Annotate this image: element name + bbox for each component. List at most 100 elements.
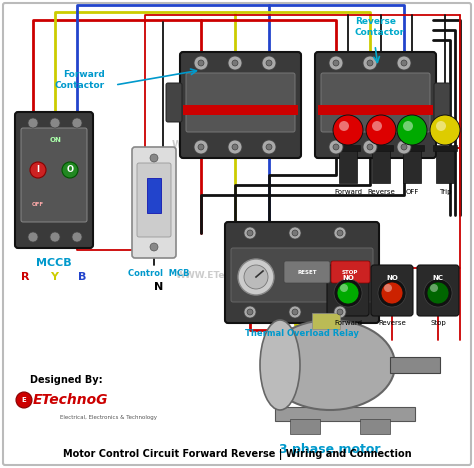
Circle shape — [292, 309, 298, 315]
Circle shape — [289, 306, 301, 318]
Bar — [275, 407, 415, 421]
Text: 3 phase motor: 3 phase motor — [279, 444, 381, 456]
FancyBboxPatch shape — [321, 73, 430, 132]
Text: WWW.ETechnoG.COM: WWW.ETechnoG.COM — [176, 271, 284, 279]
Text: Reverse: Reverse — [367, 189, 395, 195]
Circle shape — [381, 282, 403, 304]
Text: Reverse: Reverse — [378, 320, 406, 326]
Text: Motor Control Circuit Forward Reverse | Wiring and Connection: Motor Control Circuit Forward Reverse | … — [63, 449, 411, 461]
Circle shape — [436, 121, 446, 131]
Text: I: I — [36, 166, 39, 175]
Circle shape — [244, 265, 268, 289]
Circle shape — [247, 230, 253, 236]
Bar — [183, 105, 298, 115]
Circle shape — [30, 162, 46, 178]
Circle shape — [28, 232, 38, 242]
Text: OFF: OFF — [32, 203, 44, 207]
Bar — [339, 148, 357, 183]
Text: Designed By:: Designed By: — [30, 375, 103, 385]
Circle shape — [340, 284, 348, 292]
Text: NO: NO — [386, 275, 398, 281]
FancyBboxPatch shape — [225, 222, 379, 323]
Circle shape — [337, 309, 343, 315]
Text: Reverse
Contactor: Reverse Contactor — [355, 17, 405, 37]
Circle shape — [334, 279, 362, 307]
Circle shape — [329, 56, 343, 70]
Text: Thermal Overload Relay: Thermal Overload Relay — [245, 329, 359, 338]
Circle shape — [363, 140, 377, 154]
Circle shape — [244, 227, 256, 239]
Bar — [336, 145, 360, 151]
Ellipse shape — [260, 320, 300, 410]
Bar — [360, 419, 390, 434]
FancyBboxPatch shape — [231, 248, 373, 302]
Circle shape — [150, 243, 158, 251]
Circle shape — [72, 232, 82, 242]
Text: WWW.ETechnoG.COM: WWW.ETechnoG.COM — [172, 140, 289, 150]
Circle shape — [334, 227, 346, 239]
FancyBboxPatch shape — [186, 73, 295, 132]
FancyBboxPatch shape — [3, 3, 471, 465]
Circle shape — [378, 279, 406, 307]
Circle shape — [329, 140, 343, 154]
Bar — [403, 148, 421, 183]
Text: Trip: Trip — [439, 189, 451, 195]
FancyBboxPatch shape — [327, 265, 369, 316]
FancyBboxPatch shape — [371, 265, 413, 316]
Circle shape — [247, 309, 253, 315]
FancyBboxPatch shape — [284, 261, 330, 283]
Text: RESET: RESET — [297, 270, 317, 275]
Circle shape — [72, 118, 82, 128]
Circle shape — [363, 56, 377, 70]
Text: Forward
Contactor: Forward Contactor — [55, 70, 105, 90]
Text: ETechnoG: ETechnoG — [32, 393, 108, 407]
Circle shape — [333, 144, 339, 150]
Text: O: O — [66, 166, 73, 175]
Bar — [369, 145, 393, 151]
Bar — [372, 148, 390, 183]
FancyBboxPatch shape — [166, 83, 182, 122]
Text: B: B — [78, 272, 86, 282]
Circle shape — [266, 60, 272, 66]
Text: Stop: Stop — [430, 320, 446, 326]
Text: NO: NO — [342, 275, 354, 281]
Circle shape — [397, 56, 411, 70]
Circle shape — [397, 115, 427, 145]
Circle shape — [194, 140, 208, 154]
Bar — [290, 419, 320, 434]
Circle shape — [289, 227, 301, 239]
Bar — [318, 105, 433, 115]
Circle shape — [232, 60, 238, 66]
Text: NC: NC — [432, 275, 444, 281]
Circle shape — [228, 140, 242, 154]
Bar — [147, 178, 161, 213]
Text: Forward: Forward — [334, 189, 362, 195]
Circle shape — [28, 118, 38, 128]
Bar — [390, 357, 440, 373]
Text: STOP: STOP — [342, 270, 358, 275]
Circle shape — [292, 230, 298, 236]
Circle shape — [150, 154, 158, 162]
Text: Forward: Forward — [334, 320, 362, 326]
Circle shape — [430, 115, 460, 145]
Text: N: N — [155, 282, 164, 292]
FancyBboxPatch shape — [21, 128, 87, 222]
Bar — [433, 145, 457, 151]
Circle shape — [333, 115, 363, 145]
Circle shape — [372, 121, 382, 131]
Text: Y: Y — [50, 272, 58, 282]
Circle shape — [397, 140, 411, 154]
FancyBboxPatch shape — [331, 261, 370, 283]
Circle shape — [244, 306, 256, 318]
Circle shape — [262, 56, 276, 70]
Text: R: R — [21, 272, 29, 282]
Circle shape — [198, 60, 204, 66]
FancyBboxPatch shape — [434, 83, 450, 122]
Text: MCCB: MCCB — [36, 258, 72, 268]
Circle shape — [366, 115, 396, 145]
Ellipse shape — [265, 320, 395, 410]
Circle shape — [266, 144, 272, 150]
FancyBboxPatch shape — [417, 265, 459, 316]
Circle shape — [403, 121, 413, 131]
Text: ON: ON — [50, 137, 62, 143]
